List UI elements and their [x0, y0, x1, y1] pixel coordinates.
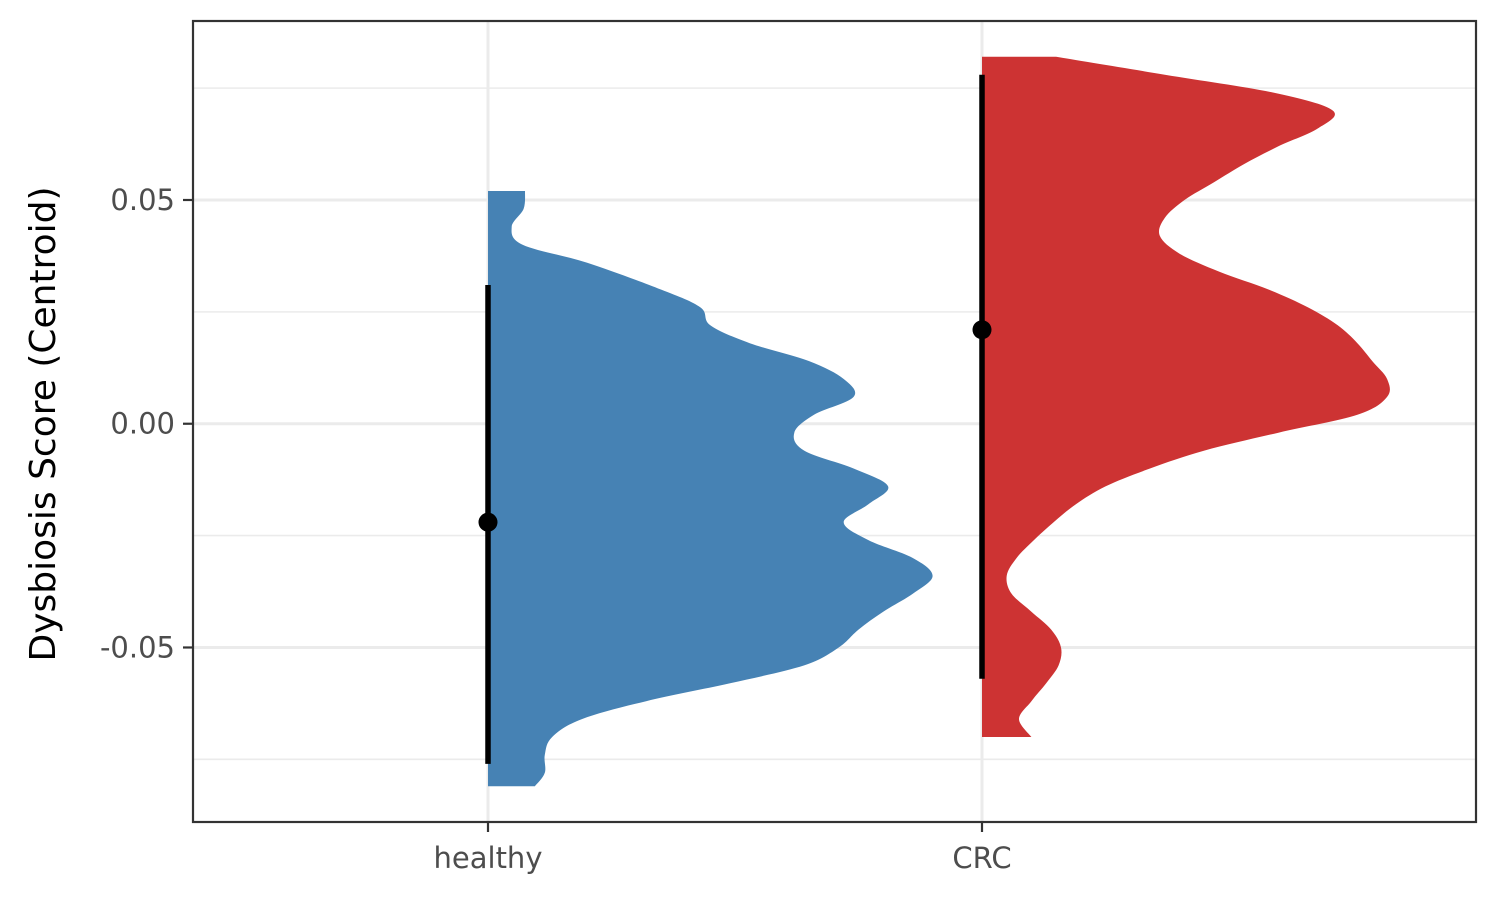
axes: -0.05 0.00 0.05 healthy CRC: [100, 183, 1012, 875]
violin-healthy: [488, 191, 933, 787]
median-point-CRC: [972, 320, 992, 340]
median-point-healthy: [478, 512, 498, 532]
violin-CRC: [982, 56, 1390, 737]
y-tick-label: -0.05: [100, 630, 175, 664]
plot-border: [191, 19, 1478, 824]
y-tick-label: 0.05: [110, 183, 175, 217]
y-tick-label: 0.00: [110, 407, 175, 441]
interval-layer: [478, 74, 992, 764]
x-tick-label-CRC: CRC: [952, 841, 1011, 875]
y-axis-title: Dysbiosis Score (Centroid): [23, 186, 64, 661]
x-tick-label-healthy: healthy: [434, 841, 543, 875]
violin-layer: [488, 56, 1390, 787]
